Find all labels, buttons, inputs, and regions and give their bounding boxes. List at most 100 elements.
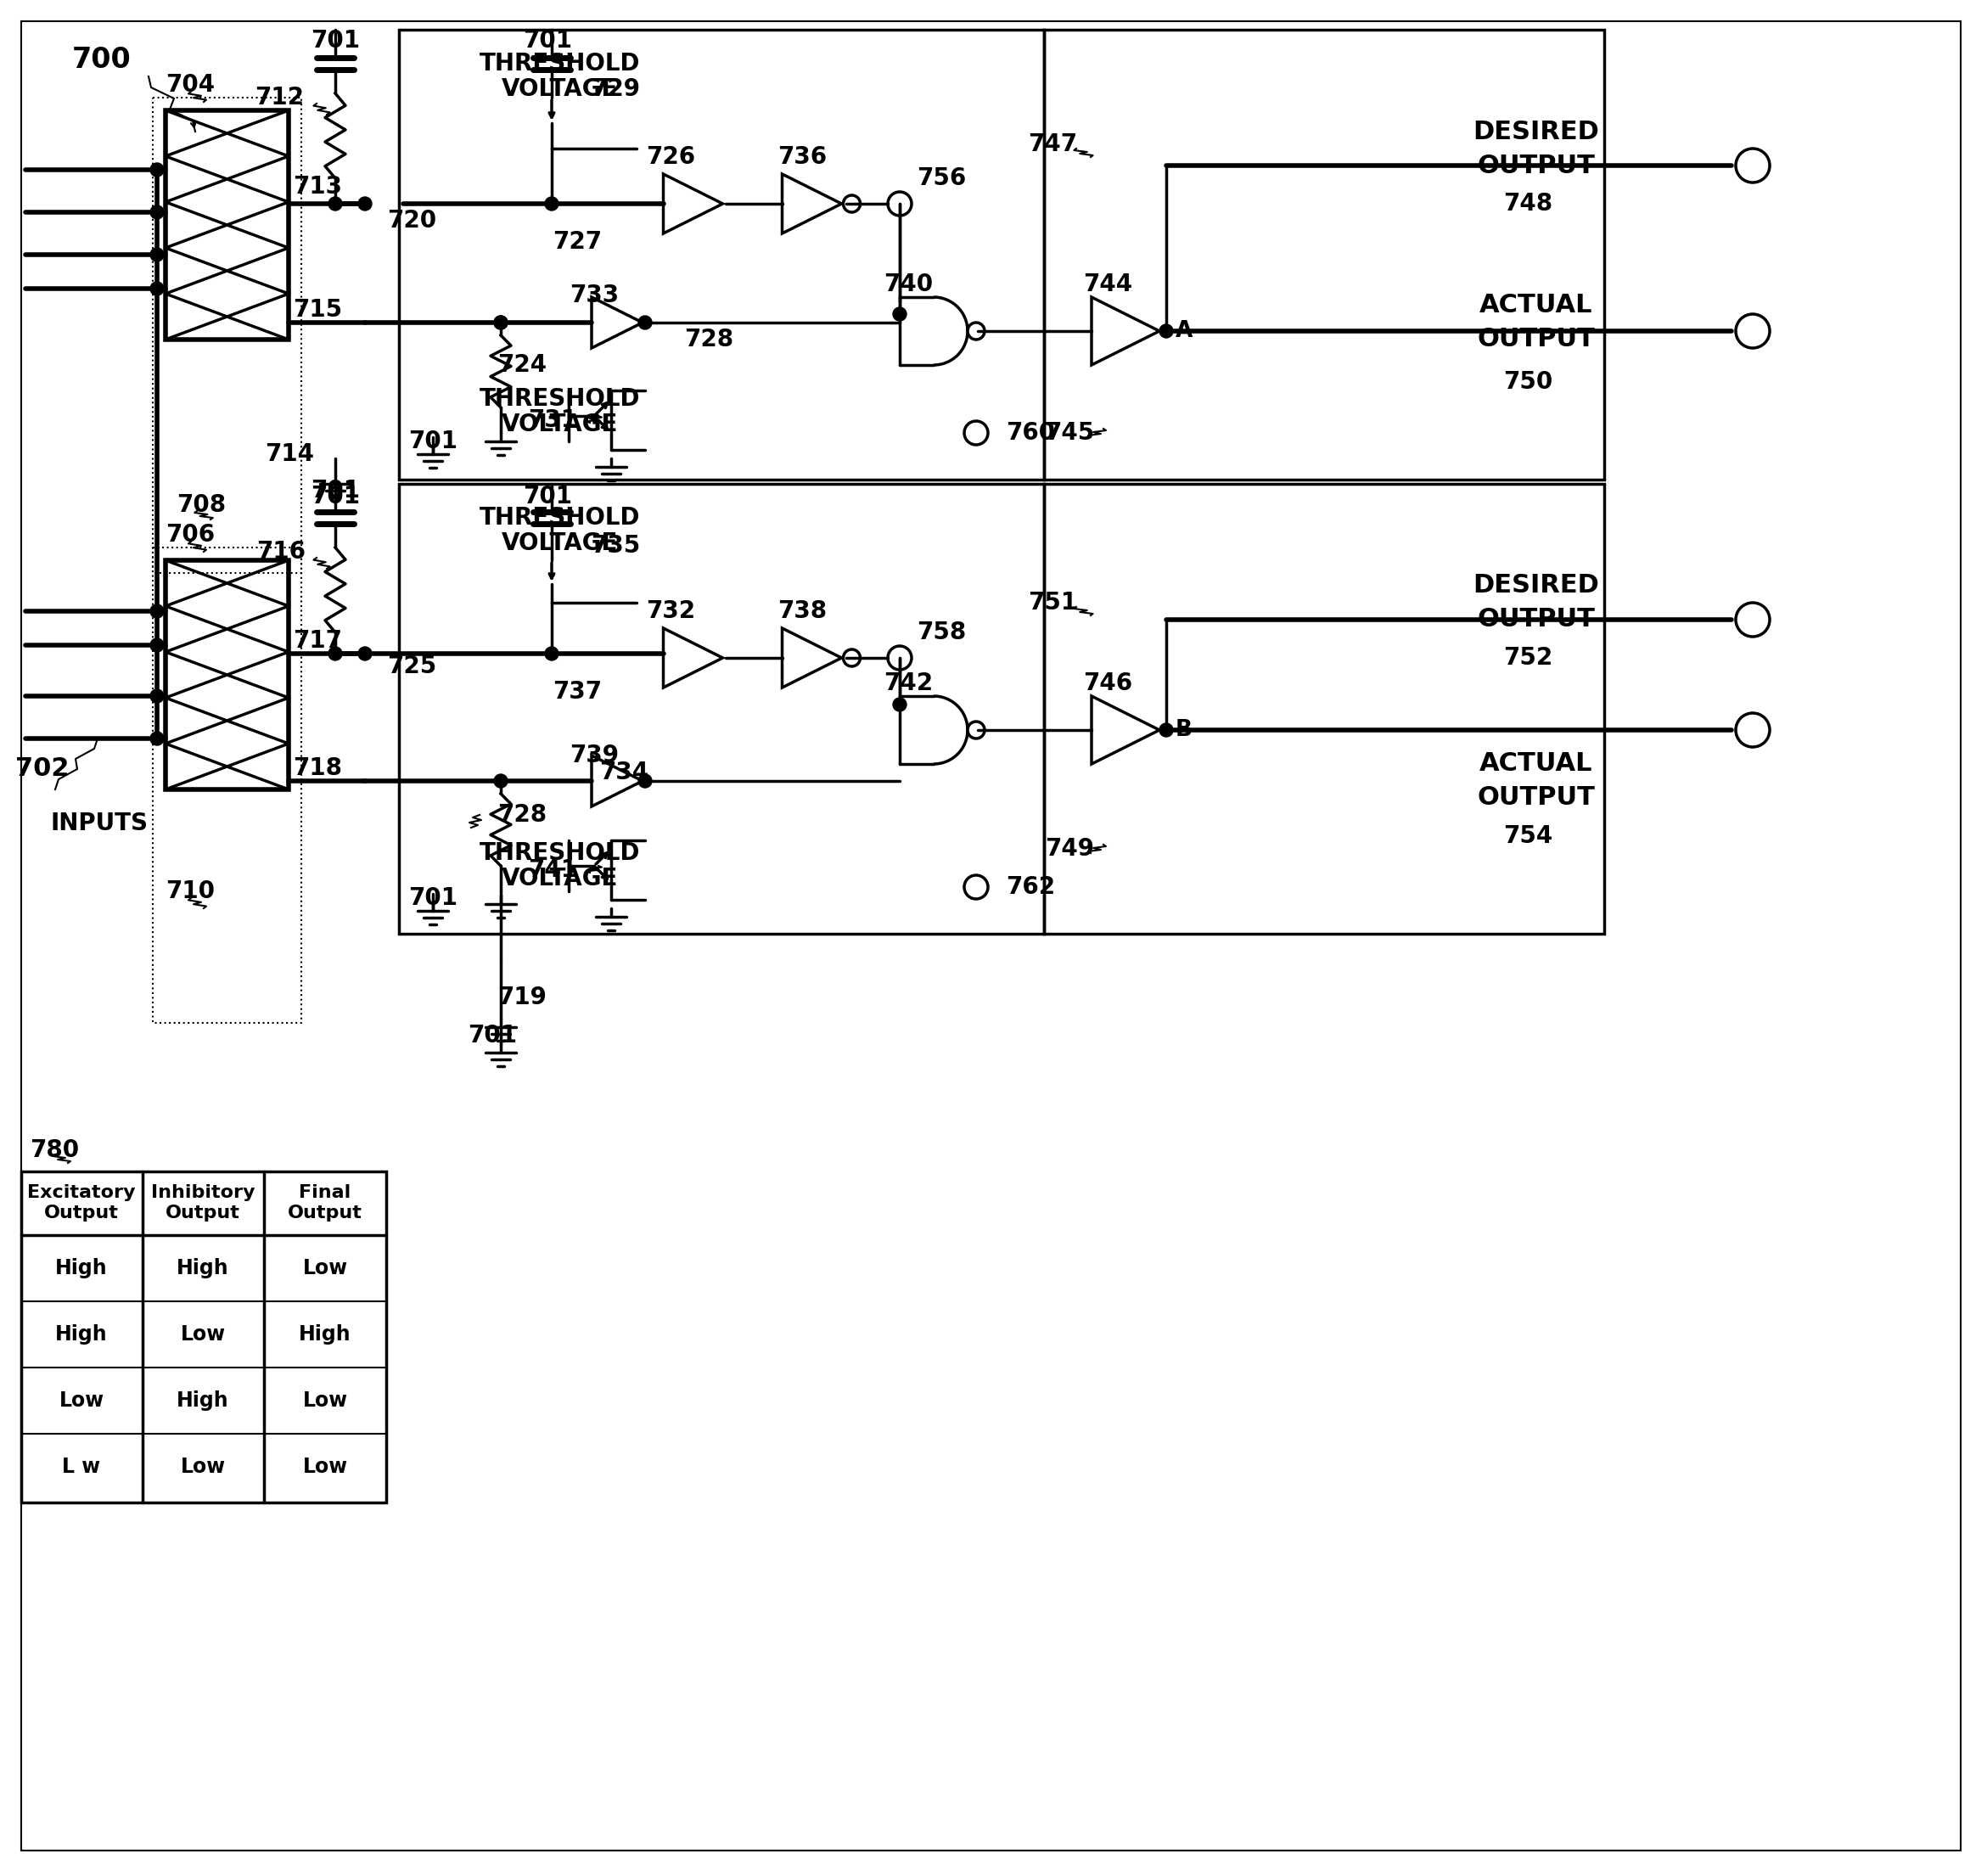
Circle shape — [151, 206, 163, 219]
Circle shape — [495, 315, 507, 330]
Circle shape — [964, 876, 988, 899]
Text: 701: 701 — [310, 478, 360, 503]
Text: High: High — [56, 1324, 107, 1345]
Circle shape — [888, 191, 912, 216]
Text: 733: 733 — [570, 283, 618, 308]
Bar — [153, 98, 302, 572]
Text: ACTUAL: ACTUAL — [1480, 293, 1594, 317]
Text: 728: 728 — [497, 803, 546, 827]
Text: VOLTAGE: VOLTAGE — [503, 531, 618, 555]
Text: 735: 735 — [590, 535, 640, 557]
Circle shape — [1737, 602, 1770, 636]
Text: 745: 745 — [1045, 420, 1095, 445]
Text: Inhibitory
Output: Inhibitory Output — [151, 1184, 254, 1221]
Text: 734: 734 — [600, 760, 648, 784]
Text: 762: 762 — [1005, 876, 1055, 899]
Text: Excitatory
Output: Excitatory Output — [28, 1184, 135, 1221]
Text: Low: Low — [181, 1324, 225, 1345]
Text: Low: Low — [302, 1259, 348, 1278]
Text: 706: 706 — [165, 523, 215, 546]
Text: Final
Output: Final Output — [288, 1184, 362, 1221]
Text: 701: 701 — [467, 1024, 517, 1047]
Text: 700: 700 — [72, 45, 131, 73]
Circle shape — [328, 197, 342, 210]
Text: 729: 729 — [590, 77, 640, 101]
Bar — [1043, 30, 1604, 480]
Text: 724: 724 — [497, 353, 546, 377]
Text: THRESHOLD: THRESHOLD — [479, 386, 640, 411]
Text: OUTPUT: OUTPUT — [1478, 326, 1596, 353]
Text: 741: 741 — [529, 857, 576, 882]
Text: High: High — [298, 1324, 352, 1345]
Circle shape — [358, 647, 372, 660]
Text: 731: 731 — [529, 409, 576, 431]
Circle shape — [968, 722, 986, 739]
Text: 742: 742 — [884, 672, 932, 696]
Text: OUTPUT: OUTPUT — [1478, 786, 1596, 810]
Bar — [399, 30, 1043, 480]
Text: 704: 704 — [165, 73, 215, 98]
Text: 740: 740 — [884, 272, 932, 296]
Text: 750: 750 — [1502, 370, 1552, 394]
Text: High: High — [177, 1390, 229, 1411]
Text: 720: 720 — [387, 208, 437, 233]
Text: 701: 701 — [523, 28, 572, 53]
Text: 701: 701 — [407, 885, 457, 910]
Circle shape — [1737, 313, 1770, 349]
Text: 719: 719 — [497, 985, 546, 1009]
Text: 758: 758 — [916, 621, 966, 643]
Circle shape — [892, 308, 906, 321]
Text: 714: 714 — [264, 443, 314, 465]
Text: 746: 746 — [1083, 672, 1133, 696]
Circle shape — [888, 645, 912, 670]
Text: VOLTAGE: VOLTAGE — [503, 867, 618, 891]
Text: 712: 712 — [254, 86, 304, 109]
Circle shape — [151, 281, 163, 295]
Text: 708: 708 — [177, 493, 227, 518]
Circle shape — [495, 315, 507, 330]
Text: 701: 701 — [523, 484, 572, 508]
Text: 715: 715 — [292, 298, 342, 321]
Text: 726: 726 — [646, 144, 695, 169]
Bar — [153, 548, 302, 1022]
Circle shape — [328, 647, 342, 660]
Text: INPUTS: INPUTS — [52, 812, 149, 835]
Text: 702: 702 — [16, 756, 70, 780]
Text: Low: Low — [60, 1390, 103, 1411]
Bar — [1043, 484, 1604, 934]
Circle shape — [358, 197, 372, 210]
Circle shape — [1160, 724, 1172, 737]
Circle shape — [964, 420, 988, 445]
Text: DESIRED: DESIRED — [1472, 574, 1600, 598]
Bar — [165, 561, 288, 790]
Circle shape — [151, 732, 163, 745]
Text: Low: Low — [302, 1456, 348, 1476]
Circle shape — [495, 775, 507, 788]
Text: 739: 739 — [570, 743, 618, 767]
Text: 752: 752 — [1502, 645, 1552, 670]
Circle shape — [151, 604, 163, 617]
Circle shape — [842, 649, 860, 666]
Text: 727: 727 — [552, 231, 602, 253]
Text: VOLTAGE: VOLTAGE — [503, 413, 618, 437]
Circle shape — [1737, 148, 1770, 182]
Text: 760: 760 — [1005, 420, 1055, 445]
Text: DESIRED: DESIRED — [1472, 120, 1600, 144]
Circle shape — [544, 647, 558, 660]
Text: THRESHOLD: THRESHOLD — [479, 53, 640, 75]
Text: 747: 747 — [1027, 133, 1077, 156]
Text: Low: Low — [181, 1456, 225, 1476]
Text: 701: 701 — [407, 430, 457, 454]
Text: 718: 718 — [292, 756, 342, 780]
Text: VOLTAGE: VOLTAGE — [503, 77, 618, 101]
Circle shape — [544, 197, 558, 210]
Text: 701: 701 — [310, 484, 360, 508]
Text: 748: 748 — [1502, 191, 1552, 216]
Text: 717: 717 — [292, 628, 342, 653]
Circle shape — [1737, 713, 1770, 747]
Text: 738: 738 — [777, 598, 827, 623]
Text: 728: 728 — [684, 328, 733, 351]
Bar — [22, 1171, 385, 1503]
Circle shape — [151, 688, 163, 704]
Text: Low: Low — [302, 1390, 348, 1411]
